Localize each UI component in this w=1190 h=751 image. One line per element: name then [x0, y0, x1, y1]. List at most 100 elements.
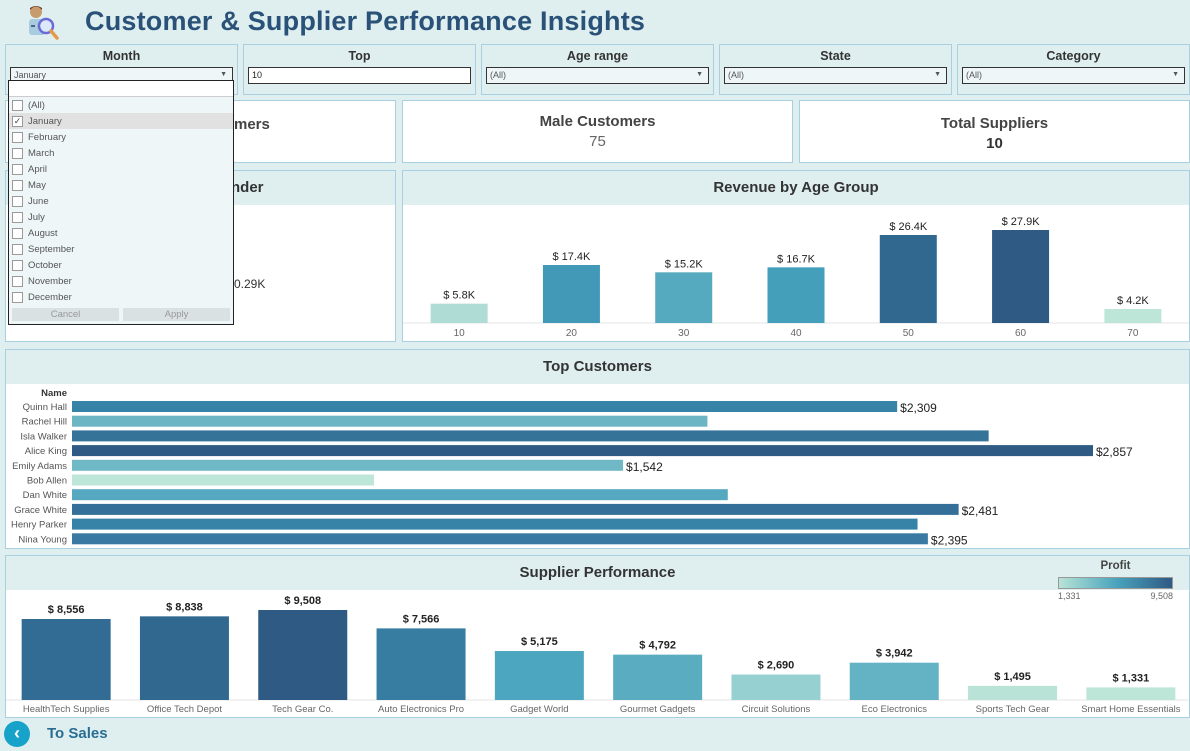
- x-tick-label: Office Tech Depot: [147, 704, 223, 715]
- checkbox-checked-icon[interactable]: ✓: [12, 115, 23, 127]
- data-label: $ 16.7K: [777, 253, 816, 265]
- month-option[interactable]: (All): [9, 97, 233, 113]
- bar-customer[interactable]: [72, 430, 989, 442]
- category-select[interactable]: (All) ▼: [962, 67, 1185, 84]
- data-label: $ 27.9K: [1002, 216, 1041, 228]
- bar-age-50[interactable]: [879, 235, 937, 323]
- bar-supplier[interactable]: [1086, 687, 1176, 700]
- x-tick-label: Gadget World: [510, 704, 568, 715]
- month-option[interactable]: June: [9, 193, 233, 209]
- checkbox-icon[interactable]: [12, 131, 23, 143]
- checkbox-icon[interactable]: [12, 99, 23, 111]
- checkbox-icon[interactable]: [12, 163, 23, 175]
- month-option-label: January: [28, 115, 62, 127]
- chevron-left-icon: ‹: [14, 723, 20, 743]
- profit-legend-gradient: [1058, 577, 1173, 589]
- month-option[interactable]: October: [9, 257, 233, 273]
- profit-legend-max: 9,508: [1150, 591, 1173, 601]
- checkbox-icon[interactable]: [12, 243, 23, 255]
- month-option[interactable]: August: [9, 225, 233, 241]
- month-option[interactable]: ✓ January: [9, 113, 233, 129]
- checkbox-icon[interactable]: [12, 195, 23, 207]
- month-option-label: May: [28, 179, 46, 191]
- to-sales-link[interactable]: To Sales: [47, 725, 108, 742]
- dropdown-arrow-icon: ▼: [934, 71, 941, 78]
- data-label: $ 1,331: [1112, 672, 1149, 684]
- bar-customer[interactable]: [72, 401, 898, 412]
- state-select[interactable]: (All) ▼: [724, 67, 947, 84]
- apply-button[interactable]: Apply: [123, 308, 230, 321]
- bar-age-60[interactable]: [992, 230, 1050, 323]
- top-customers-chart: Name Quinn Hall $2,309 Rachel Hill Isla Walk…: [11, 388, 1133, 547]
- panel-supplier-performance: Supplier Performance Profit 1,331 9,508 …: [5, 555, 1190, 718]
- filter-month-label: Month: [102, 49, 141, 63]
- month-option[interactable]: March: [9, 145, 233, 161]
- x-tick-label: 40: [790, 328, 802, 339]
- revenue-age-chart: $ 5.8K 10 $ 17.4K 20 $ 15.2K 30 $ 16.7K 40 $ 26.…: [403, 216, 1189, 339]
- month-option[interactable]: April: [9, 161, 233, 177]
- data-label: $ 5.8K: [443, 290, 475, 302]
- checkbox-icon[interactable]: [12, 275, 23, 287]
- checkbox-icon[interactable]: [12, 291, 23, 303]
- x-tick-label: 70: [1127, 328, 1139, 339]
- month-search-input[interactable]: [9, 81, 233, 97]
- bar-supplier[interactable]: [613, 654, 703, 700]
- bar-supplier[interactable]: [731, 674, 821, 700]
- age-range-select[interactable]: (All) ▼: [486, 67, 709, 84]
- checkbox-icon[interactable]: [12, 259, 23, 271]
- month-option[interactable]: December: [9, 289, 233, 305]
- bar-age-20[interactable]: [542, 265, 600, 323]
- bar-customer[interactable]: [72, 533, 928, 545]
- x-tick-label: Tech Gear Co.: [272, 704, 333, 715]
- month-option-label: June: [28, 195, 49, 207]
- profit-legend-title: Profit: [1100, 560, 1131, 572]
- bar-supplier[interactable]: [139, 616, 229, 700]
- cancel-button[interactable]: Cancel: [12, 308, 119, 321]
- top-input-value: 10: [252, 70, 263, 80]
- back-button[interactable]: ‹: [4, 721, 30, 747]
- month-option[interactable]: November: [9, 273, 233, 289]
- month-option[interactable]: September: [9, 241, 233, 257]
- bar-age-40[interactable]: [767, 267, 825, 323]
- bar-customer[interactable]: [72, 415, 708, 427]
- page-title: Customer & Supplier Performance Insights: [85, 6, 646, 36]
- bar-supplier[interactable]: [968, 685, 1058, 700]
- data-label: $ 9,508: [284, 595, 321, 607]
- bar-age-70[interactable]: [1104, 309, 1162, 323]
- bar-customer[interactable]: [72, 489, 728, 501]
- bar-supplier[interactable]: [376, 628, 466, 700]
- data-label: $ 17.4K: [552, 251, 591, 263]
- bar-supplier[interactable]: [494, 651, 584, 700]
- customer-name: Henry Parker: [11, 520, 67, 531]
- bar-age-10[interactable]: [430, 303, 488, 323]
- checkbox-icon[interactable]: [12, 227, 23, 239]
- bar-customer[interactable]: [72, 474, 374, 486]
- x-tick-label: Gourmet Gadgets: [620, 704, 696, 715]
- data-label: $ 4,792: [639, 640, 676, 652]
- top-input[interactable]: 10: [248, 67, 471, 84]
- checkbox-icon[interactable]: [12, 179, 23, 191]
- x-tick-label: 20: [566, 328, 578, 339]
- checkbox-icon[interactable]: [12, 147, 23, 159]
- bar-supplier[interactable]: [258, 610, 348, 700]
- bar-supplier[interactable]: [21, 619, 111, 700]
- data-label: $ 15.2K: [665, 258, 704, 270]
- kpi-customers-title: mers: [234, 116, 270, 133]
- data-label: $2,309: [900, 401, 937, 415]
- bar-customer[interactable]: [72, 459, 624, 471]
- checkbox-icon[interactable]: [12, 211, 23, 223]
- month-option[interactable]: July: [9, 209, 233, 225]
- column-header-name: Name: [41, 388, 67, 399]
- month-option[interactable]: May: [9, 177, 233, 193]
- bar-supplier[interactable]: [849, 662, 939, 700]
- month-option[interactable]: February: [9, 129, 233, 145]
- bar-age-30[interactable]: [655, 272, 713, 323]
- bar-customer[interactable]: [72, 503, 959, 515]
- filter-age-range: Age range (All) ▼: [481, 44, 714, 95]
- footer: ‹ To Sales: [0, 718, 1190, 751]
- data-label: $ 4.2K: [1117, 295, 1149, 307]
- bar-customer[interactable]: [72, 518, 918, 530]
- profit-legend: Profit 1,331 9,508: [1058, 560, 1173, 601]
- profit-legend-min: 1,331: [1058, 591, 1081, 601]
- bar-customer[interactable]: [72, 445, 1093, 457]
